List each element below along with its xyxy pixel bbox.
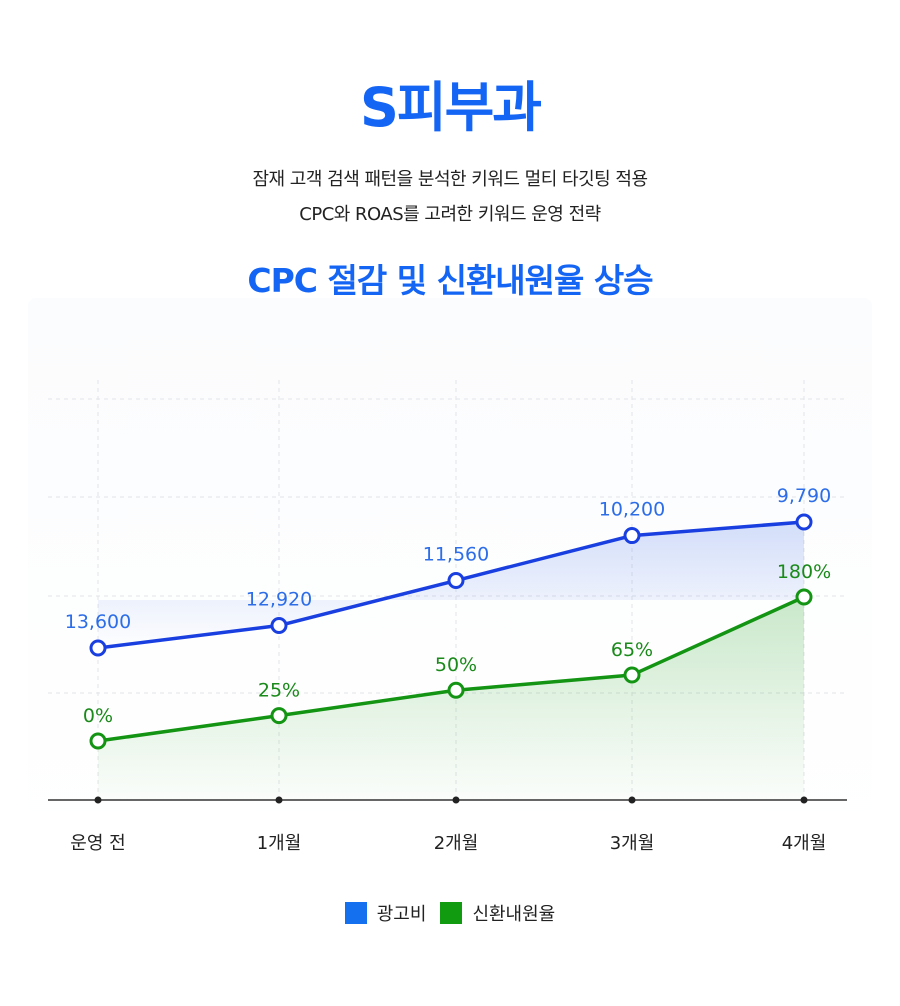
data-point-ad-cost [795, 513, 813, 531]
x-axis-tick-dot [628, 796, 636, 804]
legend-swatch-green [440, 902, 463, 924]
data-label-ad-cost: 10,200 [599, 499, 665, 521]
data-point-new-patient-rate [447, 681, 465, 699]
x-axis-tick-dot [94, 796, 102, 804]
legend-item-new-patient-rate: 신환내원율 [440, 900, 555, 926]
x-tick-label: 4개월 [782, 833, 827, 854]
data-label-new-patient-rate: 0% [83, 705, 113, 727]
data-label-new-patient-rate: 180% [777, 561, 831, 583]
x-tick-label: 1개월 [257, 833, 302, 854]
legend-item-ad-cost: 광고비 [344, 900, 427, 926]
legend-label-ad-cost: 광고비 [376, 904, 427, 925]
x-axis-tick-dot [452, 796, 460, 804]
data-labels: 13,600 12,920 11,560 10,200 9,790 0% 25% 50% 65%… [65, 485, 831, 727]
data-point-ad-cost [270, 617, 288, 635]
data-label-new-patient-rate: 50% [435, 654, 477, 676]
subtitle-line-2: CPC와 ROAS를 고려한 키워드 운영 전략 [299, 204, 601, 225]
data-label-ad-cost: 11,560 [423, 544, 489, 566]
data-label-ad-cost: 9,790 [777, 485, 831, 507]
data-point-ad-cost [89, 639, 107, 657]
x-tick-label: 2개월 [434, 833, 479, 854]
data-label-ad-cost: 13,600 [65, 611, 131, 633]
legend-label-new-patient-rate: 신환내원율 [472, 904, 556, 925]
x-tick-label: 운영 전 [70, 833, 125, 854]
page-title: S피부과 [360, 76, 542, 139]
x-axis: 운영 전 1개월 2개월 3개월 4개월 [48, 796, 847, 854]
data-point-new-patient-rate [795, 588, 813, 606]
data-label-ad-cost: 12,920 [246, 589, 312, 611]
x-axis-tick-dot [275, 796, 283, 804]
data-points [89, 513, 813, 750]
legend: 광고비 신환내원율 [0, 900, 900, 926]
x-tick-label: 3개월 [610, 833, 655, 854]
data-point-ad-cost [447, 572, 465, 590]
subtitle-line-1: 잠재 고객 검색 패턴을 분석한 키워드 멀티 타깃팅 적용 [252, 169, 648, 190]
chart-heading: CPC 절감 및 신환내원율 상승 [247, 261, 653, 300]
legend-swatch-blue [344, 902, 367, 924]
data-point-new-patient-rate [623, 666, 641, 684]
x-axis-tick-dot [800, 796, 808, 804]
area-fill-new-patient-rate [98, 597, 804, 800]
data-point-ad-cost [623, 527, 641, 545]
data-label-new-patient-rate: 65% [611, 639, 653, 661]
data-point-new-patient-rate [270, 707, 288, 725]
data-label-new-patient-rate: 25% [258, 680, 300, 702]
data-point-new-patient-rate [89, 732, 107, 750]
